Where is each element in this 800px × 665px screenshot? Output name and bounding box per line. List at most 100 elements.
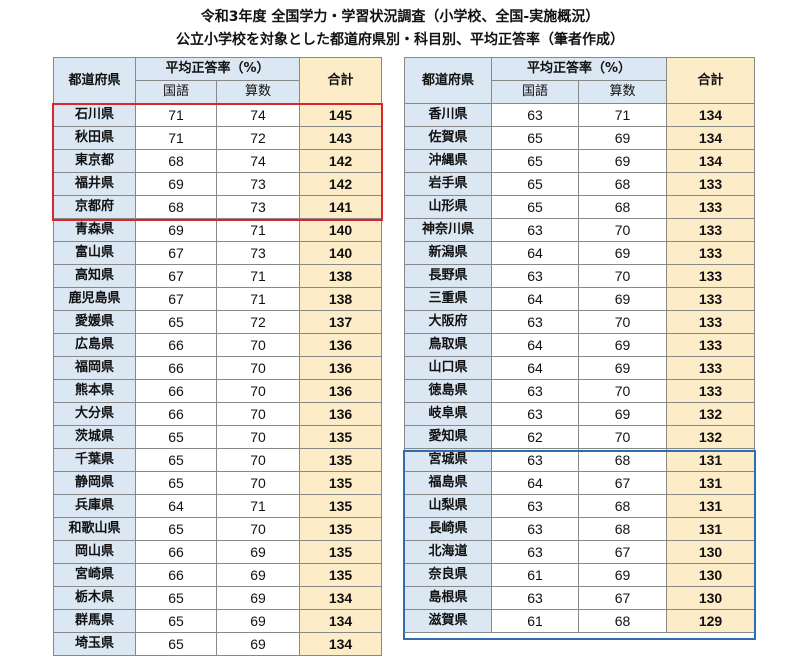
math-score-cell: 73 (216, 241, 300, 265)
japanese-score-cell: 68 (135, 195, 217, 219)
prefecture-cell: 富山県 (53, 241, 136, 265)
table-row: 埼玉県 65 69 134 (53, 632, 382, 656)
total-score-cell: 130 (666, 540, 755, 564)
total-score-cell: 134 (666, 149, 755, 173)
prefecture-cell: 奈良県 (404, 563, 492, 587)
total-score-cell: 132 (666, 402, 755, 426)
table-row: 富山県 67 73 140 (53, 241, 382, 265)
total-score-cell: 145 (299, 103, 382, 127)
prefecture-cell: 大分県 (53, 402, 136, 426)
title-line-2: 公立小学校を対象とした都道府県別・科目別、平均正答率（筆者作成） (176, 32, 624, 48)
total-score-cell: 129 (666, 609, 755, 633)
japanese-score-cell: 61 (491, 563, 579, 587)
prefecture-cell: 山形県 (404, 195, 492, 219)
japanese-score-cell: 64 (491, 471, 579, 495)
japanese-score-cell: 69 (135, 218, 217, 242)
math-score-cell: 70 (216, 379, 300, 403)
japanese-score-cell: 63 (491, 103, 579, 127)
math-score-cell: 69 (216, 540, 300, 564)
prefecture-cell: 鳥取県 (404, 333, 492, 357)
japanese-score-cell: 64 (135, 494, 217, 518)
table-row: 島根県 63 67 130 (404, 586, 755, 610)
prefecture-cell: 徳島県 (404, 379, 492, 403)
japanese-score-cell: 67 (135, 287, 217, 311)
math-score-cell: 69 (216, 563, 300, 587)
prefecture-cell: 静岡県 (53, 471, 136, 495)
total-score-cell: 136 (299, 356, 382, 380)
total-score-cell: 135 (299, 471, 382, 495)
math-score-cell: 70 (216, 448, 300, 472)
total-score-cell: 131 (666, 471, 755, 495)
japanese-score-cell: 65 (135, 471, 217, 495)
prefecture-cell: 滋賀県 (404, 609, 492, 633)
math-score-cell: 73 (216, 195, 300, 219)
math-score-cell: 69 (578, 356, 667, 380)
table-row: 香川県 63 71 134 (404, 103, 755, 127)
total-score-cell: 135 (299, 494, 382, 518)
japanese-score-cell: 65 (491, 195, 579, 219)
table-row: 滋賀県 61 68 129 (404, 609, 755, 633)
table-row: 福岡県 66 70 136 (53, 356, 382, 380)
prefecture-cell: 福井県 (53, 172, 136, 196)
math-score-cell: 67 (578, 471, 667, 495)
prefecture-cell: 広島県 (53, 333, 136, 357)
table-row: 新潟県 64 69 133 (404, 241, 755, 265)
math-score-cell: 68 (578, 172, 667, 196)
total-score-cell: 135 (299, 540, 382, 564)
table-row: 鹿児島県 67 71 138 (53, 287, 382, 311)
japanese-score-cell: 63 (491, 402, 579, 426)
header-total: 合計 (666, 57, 755, 104)
math-score-cell: 69 (578, 126, 667, 150)
japanese-score-cell: 65 (135, 310, 217, 334)
japanese-score-cell: 63 (491, 310, 579, 334)
total-score-cell: 133 (666, 310, 755, 334)
table-row: 岐阜県 63 69 132 (404, 402, 755, 426)
math-score-cell: 68 (578, 448, 667, 472)
math-score-cell: 70 (578, 264, 667, 288)
japanese-score-cell: 63 (491, 540, 579, 564)
table-row: 大分県 66 70 136 (53, 402, 382, 426)
total-score-cell: 137 (299, 310, 382, 334)
prefecture-cell: 高知県 (53, 264, 136, 288)
table-row: 群馬県 65 69 134 (53, 609, 382, 633)
japanese-score-cell: 63 (491, 448, 579, 472)
table-row: 広島県 66 70 136 (53, 333, 382, 357)
math-score-cell: 69 (578, 241, 667, 265)
math-score-cell: 69 (578, 149, 667, 173)
prefecture-cell: 青森県 (53, 218, 136, 242)
table-row: 和歌山県 65 70 135 (53, 517, 382, 541)
japanese-score-cell: 67 (135, 264, 217, 288)
right-score-table: 都道府県 平均正答率（%） 合計 国語 算数 香川県 63 71 134 佐賀県 65 69… (404, 57, 755, 633)
header-japanese: 国語 (135, 80, 217, 104)
japanese-score-cell: 64 (491, 356, 579, 380)
math-score-cell: 69 (578, 333, 667, 357)
math-score-cell: 71 (216, 264, 300, 288)
total-score-cell: 136 (299, 333, 382, 357)
total-score-cell: 133 (666, 241, 755, 265)
japanese-score-cell: 65 (135, 586, 217, 610)
math-score-cell: 71 (578, 103, 667, 127)
total-score-cell: 133 (666, 172, 755, 196)
prefecture-cell: 秋田県 (53, 126, 136, 150)
prefecture-cell: 熊本県 (53, 379, 136, 403)
total-score-cell: 130 (666, 586, 755, 610)
japanese-score-cell: 61 (491, 609, 579, 633)
japanese-score-cell: 63 (491, 264, 579, 288)
prefecture-cell: 和歌山県 (53, 517, 136, 541)
table-row: 福島県 64 67 131 (404, 471, 755, 495)
japanese-score-cell: 66 (135, 402, 217, 426)
total-score-cell: 131 (666, 517, 755, 541)
total-score-cell: 135 (299, 517, 382, 541)
math-score-cell: 70 (216, 356, 300, 380)
math-score-cell: 72 (216, 310, 300, 334)
prefecture-cell: 神奈川県 (404, 218, 492, 242)
table-row: 福井県 69 73 142 (53, 172, 382, 196)
prefecture-cell: 埼玉県 (53, 632, 136, 656)
math-score-cell: 68 (578, 517, 667, 541)
prefecture-cell: 愛媛県 (53, 310, 136, 334)
math-score-cell: 67 (578, 540, 667, 564)
japanese-score-cell: 66 (135, 356, 217, 380)
total-score-cell: 140 (299, 218, 382, 242)
table-row: 佐賀県 65 69 134 (404, 126, 755, 150)
japanese-score-cell: 65 (135, 609, 217, 633)
